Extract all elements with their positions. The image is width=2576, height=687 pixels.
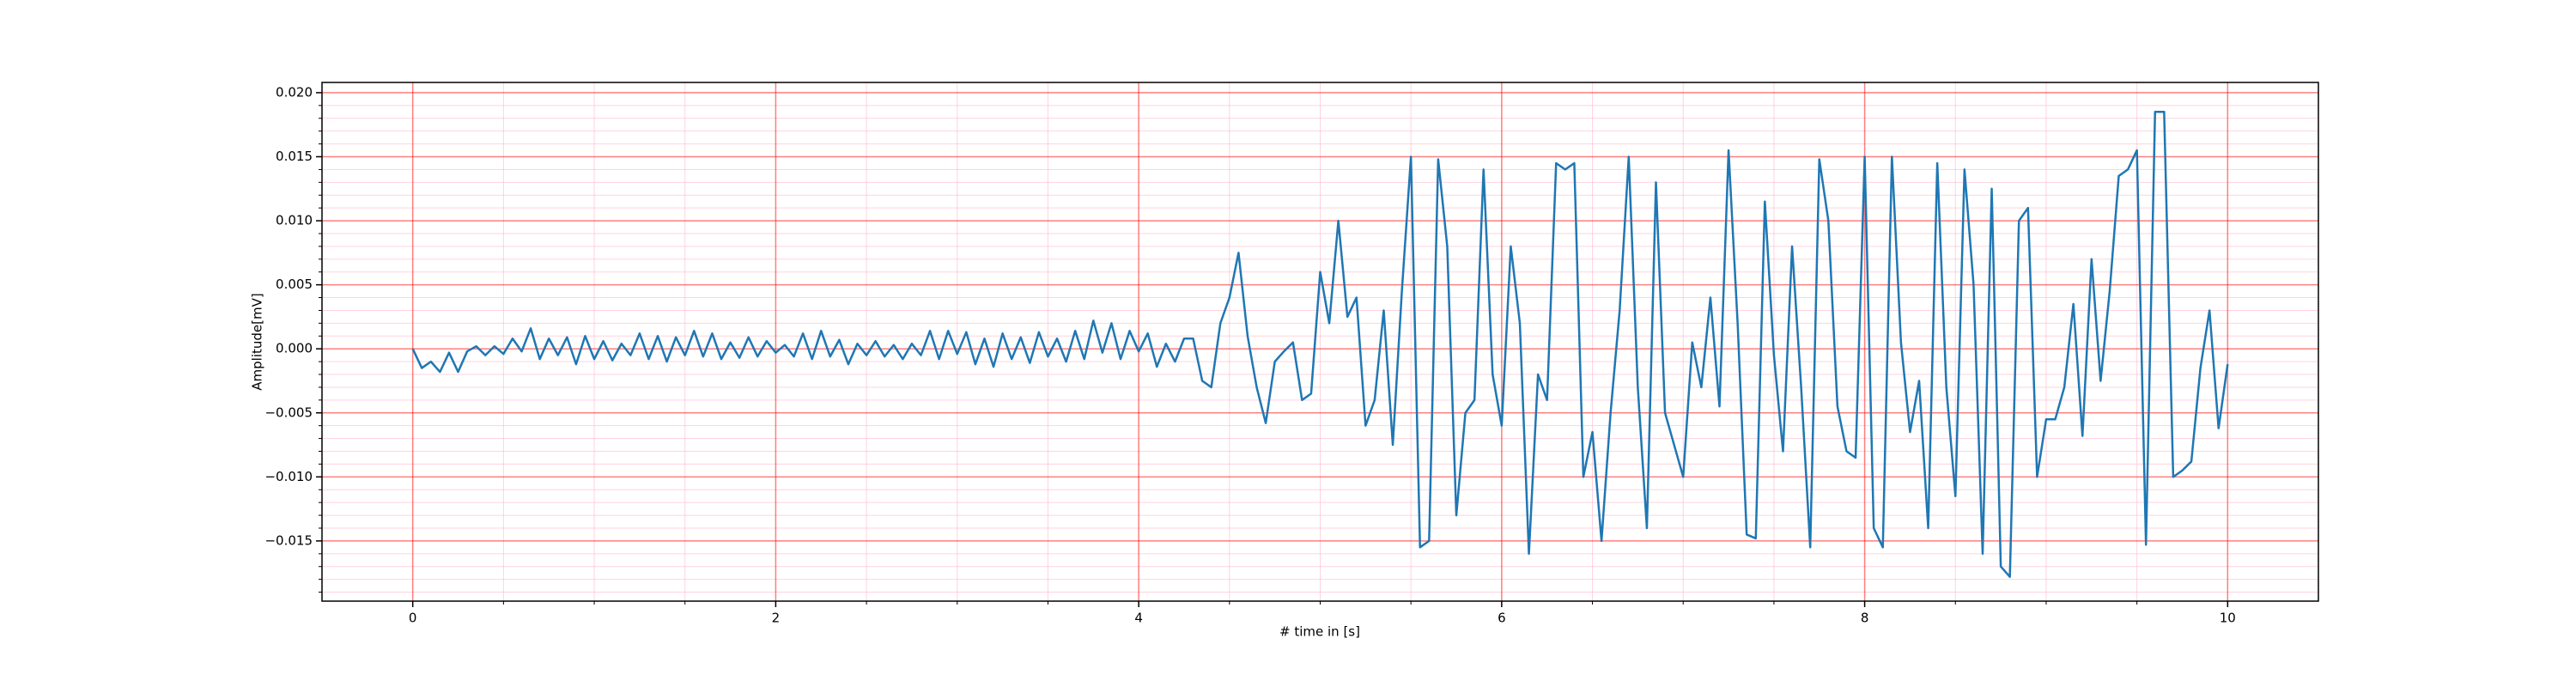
y-tick-label: 0.020 <box>276 84 313 100</box>
signal-line <box>411 111 2229 578</box>
y-tick-label: −0.005 <box>264 404 313 420</box>
axes-frame <box>321 82 2319 602</box>
y-axis-label: Amplitude[mV] <box>250 293 265 390</box>
x-tick-label: 8 <box>1861 611 1869 626</box>
y-tick-label: 0.010 <box>276 213 313 228</box>
x-axis-label: # time in [s] <box>1279 624 1360 640</box>
x-tick-label: 4 <box>1134 611 1143 626</box>
y-tick-label: 0.000 <box>276 341 313 356</box>
y-tick-label: 0.015 <box>276 149 313 164</box>
y-tick-label: −0.010 <box>264 469 313 484</box>
x-tick-label: 0 <box>409 611 417 626</box>
y-tick-label: 0.005 <box>276 277 313 292</box>
y-tick-label: −0.015 <box>264 532 313 548</box>
x-tick-label: 6 <box>1498 611 1506 626</box>
x-tick-label: 10 <box>2220 611 2236 626</box>
x-tick-label: 2 <box>772 611 781 626</box>
